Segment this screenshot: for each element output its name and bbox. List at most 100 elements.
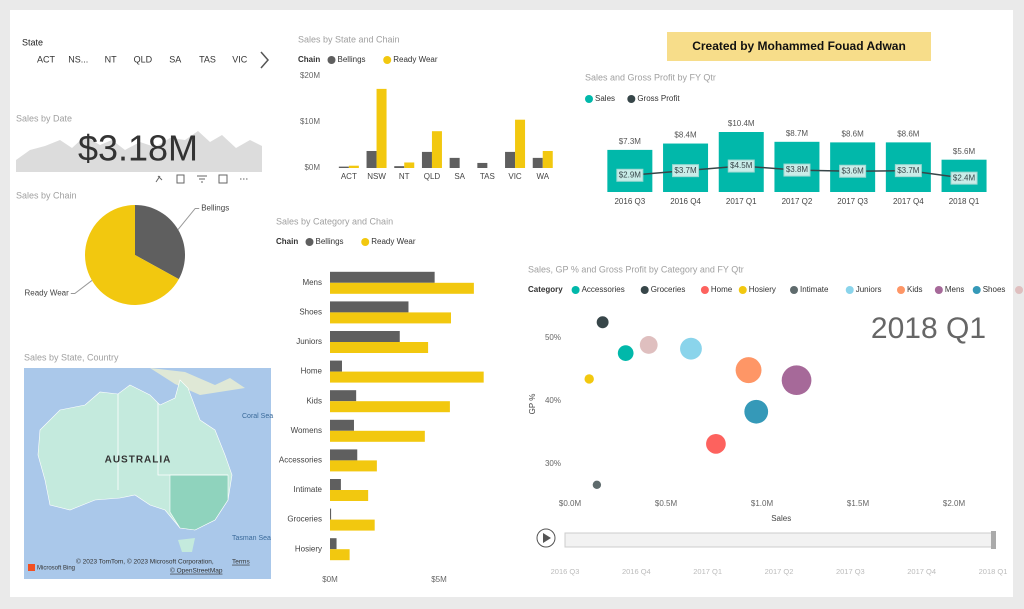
y-tick-label: Home (301, 367, 323, 376)
card-title: Sales by Date (16, 113, 72, 123)
y-tick-label: Groceries (287, 515, 322, 524)
x-tick-label: QLD (424, 172, 441, 181)
bar (449, 157, 460, 168)
play-axis-label: 2018 Q1 (979, 567, 1008, 576)
data-label-box (839, 164, 867, 178)
data-label: $10.4M (728, 119, 755, 128)
bar (330, 401, 450, 413)
legend-marker (585, 95, 593, 103)
visual-toolbar[interactable] (155, 174, 248, 184)
data-label: $4.5M (730, 161, 753, 170)
y-tick-label: Kids (306, 396, 322, 405)
bar (431, 131, 442, 168)
legend-marker (305, 238, 314, 246)
bar (330, 390, 357, 402)
bar (330, 479, 341, 490)
legend-label: Gross Profit (637, 94, 680, 103)
play-axis-label: 2016 Q3 (551, 567, 580, 576)
bar (515, 119, 526, 168)
x-tick-label: 2017 Q2 (782, 197, 813, 206)
legend-label: Sales (595, 94, 615, 103)
x-tick-label: $0.0M (559, 499, 582, 508)
chart-title: Sales by Chain (16, 190, 77, 200)
map-land (150, 368, 245, 395)
legend-title: Chain (276, 237, 298, 246)
x-tick-label: 2016 Q4 (670, 197, 701, 206)
x-tick-label: NSW (367, 172, 386, 181)
data-label: $3.6M (842, 166, 865, 175)
bar (330, 508, 332, 520)
slicer-item: VIC (232, 54, 248, 64)
map-osm[interactable]: © OpenStreetMap (170, 567, 223, 575)
x-tick-label: $2.0M (943, 499, 966, 508)
leader-line (177, 207, 200, 230)
play-axis-label: 2017 Q2 (765, 567, 794, 576)
bar (404, 162, 415, 168)
y-axis-title: GP % (528, 394, 537, 415)
slicer-item: NS... (68, 54, 88, 64)
map-label: AUSTRALIA (105, 455, 172, 466)
slicer-item: NT (105, 54, 117, 64)
legend-label: Hosiery (749, 285, 776, 294)
bar (330, 271, 435, 283)
x-tick-label: SA (454, 172, 465, 181)
y-tick-label: Mens (302, 278, 322, 287)
y-tick-label: 50% (545, 333, 561, 342)
bar (477, 162, 488, 168)
x-tick-label: TAS (480, 172, 495, 181)
pie-slice (84, 205, 179, 305)
slicer-title: State (22, 37, 43, 47)
legend-label: Kids (907, 285, 923, 294)
chart-title: Sales and Gross Profit by FY Qtr (585, 72, 716, 82)
card-sparkline (16, 131, 262, 172)
data-label: $8.7M (786, 129, 809, 138)
legend-label: Ready Wear (371, 237, 416, 246)
bubble (596, 316, 609, 329)
bar (532, 157, 543, 168)
bar (376, 88, 387, 168)
data-label-box (783, 163, 811, 177)
legend-label: Ready Wear (393, 55, 438, 64)
x-tick-label: $0M (322, 575, 338, 584)
bing-logo (28, 564, 35, 571)
data-label-box (894, 164, 922, 178)
legend-marker (934, 286, 943, 294)
slicer-item: QLD (134, 54, 153, 64)
map-credits: © 2023 TomTom, © 2023 Microsoft Corporat… (76, 558, 214, 566)
data-label: $8.6M (842, 129, 865, 138)
legend-marker (1015, 286, 1024, 294)
data-label: $3.8M (786, 165, 809, 174)
map-title: Sales by State, Country (24, 352, 119, 362)
x-tick-label: NT (399, 172, 410, 181)
map-label: Tasman Sea (232, 535, 271, 542)
legend-marker (845, 286, 854, 294)
map-terms[interactable]: Terms (232, 559, 250, 566)
legend-marker (571, 286, 580, 294)
data-label-box (950, 171, 978, 185)
x-tick-label: 2016 Q3 (614, 197, 645, 206)
data-label: $8.6M (897, 129, 920, 138)
bar (366, 150, 377, 168)
y-tick-label: Accessories (279, 456, 322, 465)
x-tick-label: ACT (341, 172, 357, 181)
x-tick-label: $5M (431, 575, 447, 584)
bubble (781, 365, 812, 396)
data-label-box (616, 168, 644, 182)
slicer-next[interactable] (260, 51, 269, 69)
legend-marker (383, 56, 392, 64)
bar (421, 151, 432, 168)
play-axis-label: 2017 Q3 (836, 567, 865, 576)
legend-title: Chain (298, 55, 320, 64)
x-tick-label: $1.0M (751, 499, 774, 508)
x-tick-label: WA (536, 172, 549, 181)
play-slider[interactable] (564, 532, 994, 548)
play-handle[interactable] (991, 531, 996, 549)
legend-label: Bellings (316, 237, 344, 246)
legend-marker (627, 95, 636, 103)
bar (330, 519, 375, 531)
legend-marker (327, 56, 336, 64)
x-tick-label: $0.5M (655, 499, 678, 508)
x-tick-label: 2017 Q3 (837, 197, 868, 206)
